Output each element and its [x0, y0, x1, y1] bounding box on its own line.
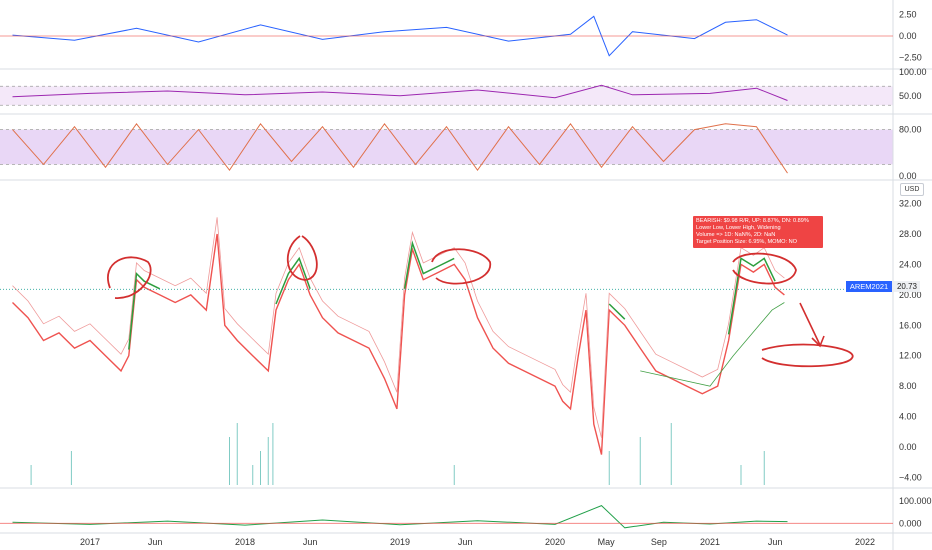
axis-ticks: 2.50 0.00 −2.50 100.00 50.00 80.00 0.00 32.00 28… — [80, 10, 932, 547]
arrow-head-icon — [811, 335, 825, 348]
strategy-tooltip: BEARISH: $9.98 R/R, UP: 8.87%, DN: 0.89%… — [693, 216, 823, 248]
x-tick-label: Sep — [651, 537, 667, 547]
rsi-series-line — [12, 84, 788, 101]
bullish-segment-0 — [128, 271, 161, 350]
current-price-badge: 20.73 — [894, 281, 920, 292]
x-tick-label: Jun — [148, 537, 163, 547]
tooltip-line-4: Target Position Size: 6.95%, MOMO: NO — [696, 239, 798, 245]
price-ytick-label: 20.00 — [899, 290, 922, 300]
price-upper-envelope — [12, 217, 785, 438]
annotation-circle-3 — [431, 248, 491, 285]
price-ytick-label: −4.00 — [899, 472, 922, 482]
price-ytick-label: 12.00 — [899, 351, 922, 361]
x-tick-label: Jun — [458, 537, 473, 547]
annotation-circle-4 — [732, 252, 797, 285]
stochastic-ytick-label: 0.00 — [899, 171, 917, 181]
stochastic-band — [0, 129, 893, 165]
x-tick-label: 2022 — [855, 537, 875, 547]
bullish-segment-2 — [403, 240, 455, 289]
price-ytick-label: 24.00 — [899, 259, 922, 269]
macd-ytick-label: −2.50 — [899, 52, 922, 62]
macd-ytick-label: 2.50 — [899, 10, 917, 20]
indicator-bands — [0, 85, 893, 165]
rsi-band — [0, 86, 893, 106]
x-tick-label: 2020 — [545, 537, 565, 547]
price-series-line — [12, 233, 785, 455]
bullish-segment-3 — [608, 303, 626, 320]
symbol-badge: AREM2021 — [846, 281, 892, 292]
x-tick-label: 2021 — [700, 537, 720, 547]
oscillator-ytick-label: 0.000 — [899, 518, 922, 528]
macd-ytick-label: 0.00 — [899, 31, 917, 41]
tooltip-line-3: Volume => 1D: NaN%, 2D: NaN — [696, 232, 776, 238]
hand-drawn-annotations — [107, 235, 854, 368]
x-tick-label: May — [598, 537, 616, 547]
x-tick-label: 2017 — [80, 537, 100, 547]
tooltip-line-1: BEARISH: $9.98 R/R, UP: 8.87%, DN: 0.89% — [696, 218, 809, 224]
trailing-support-line — [640, 302, 785, 387]
tooltip-line-2: Lower Low, Lower High, Widening — [696, 225, 781, 231]
price-ytick-label: 32.00 — [899, 199, 922, 209]
price-ytick-label: 28.00 — [899, 229, 922, 239]
rsi-ytick-label: 100.00 — [899, 67, 927, 77]
price-ytick-label: 4.00 — [899, 412, 917, 422]
down-arrow-icon — [799, 302, 821, 346]
stochastic-series-line — [12, 122, 788, 174]
bullish-segment-4 — [727, 257, 776, 335]
price-ytick-label: 0.00 — [899, 442, 917, 452]
bullish-segment-1 — [275, 256, 311, 305]
currency-label[interactable]: USD — [900, 183, 924, 196]
x-tick-label: 2019 — [390, 537, 410, 547]
x-tick-label: 2018 — [235, 537, 255, 547]
stochastic-ytick-label: 80.00 — [899, 125, 922, 135]
macd-series-line — [12, 15, 788, 57]
x-tick-label: Jun — [303, 537, 318, 547]
rsi-ytick-label: 50.00 — [899, 91, 922, 101]
price-ytick-label: 8.00 — [899, 381, 917, 391]
annotation-circle-2 — [286, 235, 318, 281]
series-lines — [0, 15, 893, 529]
annotation-circle-1 — [107, 256, 152, 299]
target-ellipse — [761, 343, 854, 368]
oscillator-ytick-label: 100.000 — [899, 496, 932, 506]
price-ytick-label: 16.00 — [899, 320, 922, 330]
x-tick-label: Jun — [768, 537, 783, 547]
